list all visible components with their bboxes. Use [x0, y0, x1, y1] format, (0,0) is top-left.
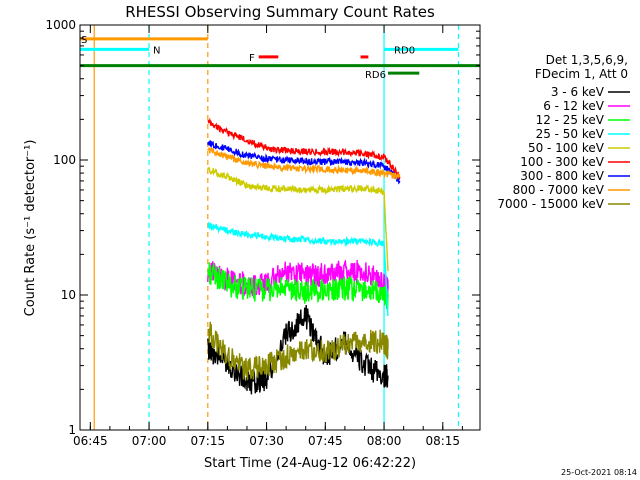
legend-item-label: 7000 - 15000 keV: [497, 197, 604, 211]
x-tick-label: 07:30: [249, 434, 284, 448]
x-tick-label: 07:15: [191, 434, 226, 448]
flag-label-1: N: [153, 45, 160, 56]
flag-label-5: RD0: [394, 45, 415, 56]
legend-item-label: 6 - 12 keV: [543, 99, 605, 113]
series-line-7: [207, 146, 401, 180]
x-tick-label: 08:00: [367, 434, 402, 448]
legend-item-label: 25 - 50 keV: [536, 127, 605, 141]
legend: Det 1,3,5,6,9, FDecim 1, Att 0 3 - 6 keV…: [497, 53, 630, 211]
x-tick-label: 06:45: [73, 434, 108, 448]
x-tick-label: 08:15: [425, 434, 460, 448]
legend-item-label: 300 - 800 keV: [520, 169, 604, 183]
y-tick-label: 1000: [45, 18, 76, 32]
footer-date: 25-Oct-2021 08:14: [561, 468, 637, 477]
flag-label-0: S: [81, 35, 87, 46]
series-line-2: [207, 262, 389, 310]
plot-marks: S N F RD0 RD6: [80, 25, 480, 430]
x-tick-label: 07:45: [308, 434, 343, 448]
x-axis-label: Start Time (24-Aug-12 06:42:22): [204, 456, 416, 471]
y-tick-label: 10: [61, 288, 76, 302]
x-axis: 06:45 07:00 07:15 07:30 07:45 08:00 08:15: [73, 25, 463, 448]
series-line-0: [207, 304, 389, 395]
chart-title: RHESSI Observing Summary Count Rates: [125, 3, 435, 21]
legend-item-label: 50 - 100 keV: [528, 141, 605, 155]
plot-frame: [79, 24, 481, 431]
legend-item-label: 12 - 25 keV: [536, 113, 605, 127]
series-line-1: [207, 259, 389, 299]
series-line-3: [207, 222, 389, 316]
flag-label-6: RD6: [365, 70, 386, 81]
y-tick-label: 100: [53, 153, 76, 167]
y-axis-label: Count Rate (s⁻¹ detector⁻¹): [23, 140, 38, 317]
y-tick-label: 1: [68, 423, 76, 437]
series-line-4: [207, 167, 389, 272]
legend-item-label: 100 - 300 keV: [520, 155, 604, 169]
series-line-5: [207, 117, 401, 180]
legend-item-label: 3 - 6 keV: [551, 85, 605, 99]
legend-header-decimation: FDecim 1, Att 0: [535, 67, 628, 81]
x-tick-label: 07:00: [132, 434, 167, 448]
series-line-8: [207, 321, 389, 381]
legend-item-label: 800 - 7000 keV: [513, 183, 605, 197]
series-line-6: [207, 140, 401, 185]
flag-label-3: F: [249, 53, 255, 64]
legend-header-detectors: Det 1,3,5,6,9,: [546, 53, 628, 67]
y-axis: 1 10 100 1000: [45, 18, 480, 437]
